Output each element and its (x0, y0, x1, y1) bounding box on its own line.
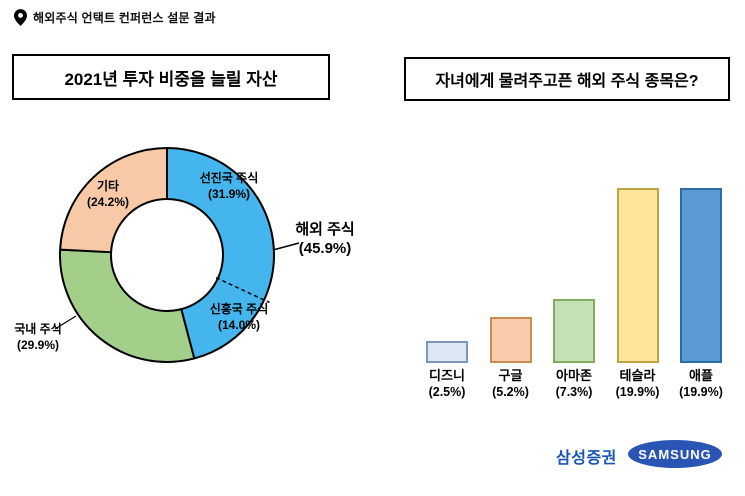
donut-slice (59, 248, 196, 363)
bar-item: 테슬라 (19.9%) (609, 168, 667, 400)
slice-divider-dashed (215, 277, 270, 304)
survey-source-label: 해외주식 언택트 컨퍼런스 설문 결과 (33, 11, 216, 25)
bar-구글 (489, 317, 532, 364)
bar-chart: 디즈니 (2.5%) 구글 (5.2%) 아마존 (7.3%) 테슬라 (19.9%) 애플 (1… (418, 168, 730, 400)
bar-value-label: (2.5%) (428, 384, 466, 399)
slice-percent: (31.9%) (208, 187, 250, 201)
bar-category-label: 테슬라 (619, 368, 656, 384)
leader-line-overseas (272, 242, 300, 251)
bar-value-label: (5.2%) (492, 384, 529, 399)
slice-percent: (14.0%) (218, 318, 260, 332)
samsung-logo: SAMSUNG (628, 440, 722, 468)
bar-item: 애플 (19.9%) (672, 168, 730, 400)
leader-line-domestic (54, 315, 77, 330)
bar-value-label: (19.9%) (679, 384, 723, 399)
bar-chart-title: 자녀에게 물려주고픈 해외 주식 종목은? (404, 57, 730, 101)
bar-category-label: 구글 (498, 368, 523, 384)
bar-아마존 (553, 298, 595, 364)
samsung-securities-wordmark: 삼성증권 (556, 450, 617, 467)
donut-slice (59, 147, 168, 254)
annotation-label: 해외 주식 (295, 220, 354, 238)
bar-category-label: 디즈니 (429, 368, 465, 384)
slice-label: 선진국 주식 (200, 170, 259, 185)
slice-label: 기타 (97, 178, 119, 193)
bar-디즈니 (426, 341, 468, 364)
bar-애플 (680, 188, 722, 364)
slice-label: 국내 주식 (14, 321, 62, 336)
bar-category-label: 아마존 (556, 368, 592, 384)
donut-chart-title: 2021년 투자 비중을 늘릴 자산 (12, 54, 330, 100)
bar-item: 구글 (5.2%) (482, 168, 540, 400)
bar-item: 아마존 (7.3%) (545, 168, 603, 400)
survey-source-header: 해외주식 언택트 컨퍼런스 설문 결과 (14, 9, 216, 26)
bar-value-label: (19.9%) (615, 384, 660, 399)
location-pin-icon (14, 9, 27, 26)
slice-percent: (24.2%) (87, 195, 129, 209)
donut-chart: 선진국 주식 (31.9%) 신흥국 주식 (14.0%) 국내 주식 (29.9%) 기타… (14, 147, 355, 363)
samsung-logo-text: SAMSUNG (638, 446, 712, 462)
bar-value-label: (7.3%) (555, 384, 593, 399)
slice-label: 신흥국 주식 (210, 301, 269, 316)
donut-slice (166, 147, 275, 360)
bar-테슬라 (616, 188, 659, 364)
slice-percent: (29.9%) (17, 338, 59, 352)
annotation-percent: (45.9%) (299, 240, 352, 257)
bar-category-label: 애플 (689, 368, 713, 384)
bar-item: 디즈니 (2.5%) (418, 168, 476, 400)
